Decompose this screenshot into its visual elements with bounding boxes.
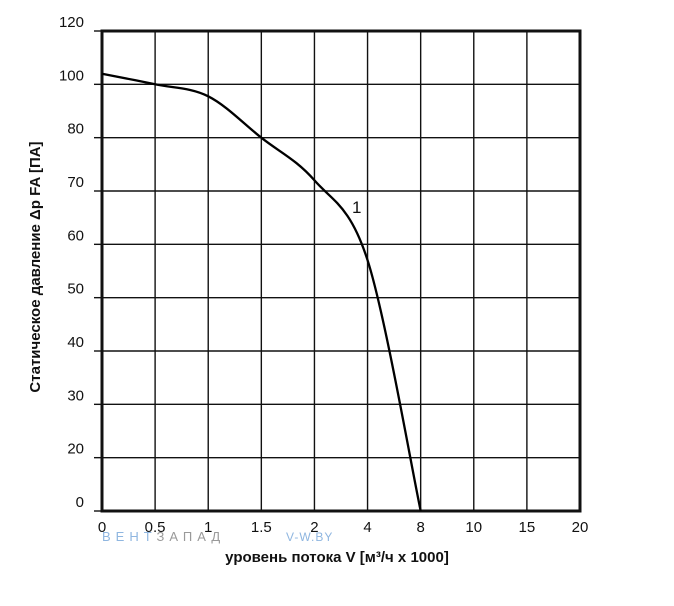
grid-lines: [102, 31, 580, 511]
curve-label-1: 1: [352, 198, 361, 217]
y-tick-label: 40: [67, 334, 84, 351]
x-tick-label: 10: [465, 519, 482, 536]
x-tick-label: 15: [519, 519, 536, 536]
x-tick-label: 2: [310, 519, 318, 536]
y-tick-label: 0: [76, 494, 84, 511]
watermark-brand-blue: ВЕНТ: [102, 529, 157, 544]
curve-series-1: [101, 72, 422, 512]
y-tick-label: 20: [67, 441, 84, 458]
y-tick-label: 70: [67, 174, 84, 191]
x-axis-title: уровень потока V [м³/ч x 1000]: [225, 549, 449, 566]
y-tick-label: 50: [67, 281, 84, 298]
y-tick-label: 80: [67, 121, 84, 138]
y-tick-label: 100: [59, 67, 84, 84]
x-tick-label: 1: [204, 519, 212, 536]
plot-border: [100, 29, 582, 513]
y-tick-label: 60: [67, 227, 84, 244]
watermark-url: V-W.BY: [286, 530, 333, 544]
x-tick-label: 0.5: [145, 519, 166, 536]
y-axis-ticks: 0 20 30 40 50 60 70 80 100 120: [59, 14, 102, 512]
watermark-logo: ВЕНТЗАПАД V-W.BY: [102, 529, 333, 544]
x-tick-label: 8: [416, 519, 424, 536]
y-tick-label: 30: [67, 387, 84, 404]
watermark-brand-gray: ЗАПАД: [157, 529, 226, 544]
y-axis-title: Статическое давление Δp FA [ПА]: [27, 141, 44, 392]
x-tick-label: 20: [572, 519, 589, 536]
y-tick-label: 120: [59, 14, 84, 31]
x-axis-ticks: 0 0.5 1 1.5 2 4 8 10 15 20: [98, 519, 589, 536]
x-tick-label: 1.5: [251, 519, 272, 536]
x-tick-label: 4: [363, 519, 371, 536]
x-tick-label: 0: [98, 519, 106, 536]
svg-text:ВЕНТЗАПАД: ВЕНТЗАПАД: [102, 529, 225, 544]
